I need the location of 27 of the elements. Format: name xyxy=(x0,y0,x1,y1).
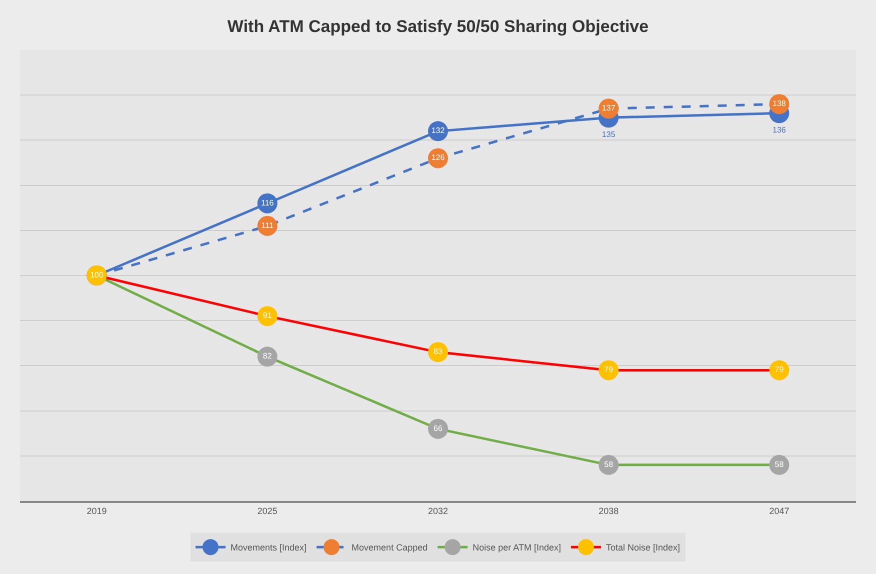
data-label: 135 xyxy=(602,130,616,140)
data-label: 116 xyxy=(261,198,274,208)
data-label: 79 xyxy=(774,365,784,374)
legend-label: Total Noise [Index] xyxy=(606,542,680,553)
data-label: 79 xyxy=(604,365,614,374)
x-tick-label: 2032 xyxy=(428,506,448,516)
data-label: 83 xyxy=(434,347,443,356)
data-label: 58 xyxy=(604,460,614,469)
chart-title: With ATM Capped to Satisfy 50/50 Sharing Objective xyxy=(227,16,649,36)
data-label: 136 xyxy=(772,126,786,135)
data-label: 111 xyxy=(261,220,274,230)
data-label: 91 xyxy=(262,311,272,320)
data-label: 82 xyxy=(262,352,272,361)
data-label: 138 xyxy=(772,99,786,108)
x-tick-label: 2047 xyxy=(769,506,790,516)
data-label: 137 xyxy=(602,104,616,113)
x-tick-label: 2038 xyxy=(598,506,619,516)
x-tick-label: 2019 xyxy=(86,506,107,516)
legend-label: Movements [Index] xyxy=(230,542,307,553)
x-tick-label: 2025 xyxy=(257,506,278,516)
data-label: 132 xyxy=(431,126,446,136)
legend-label: Movement Capped xyxy=(352,542,428,553)
data-label: 66 xyxy=(434,424,443,433)
legend-label: Noise per ATM [Index] xyxy=(472,542,561,553)
data-label: 100 xyxy=(90,270,104,280)
data-label: 58 xyxy=(774,460,784,469)
data-label: 126 xyxy=(431,153,446,162)
